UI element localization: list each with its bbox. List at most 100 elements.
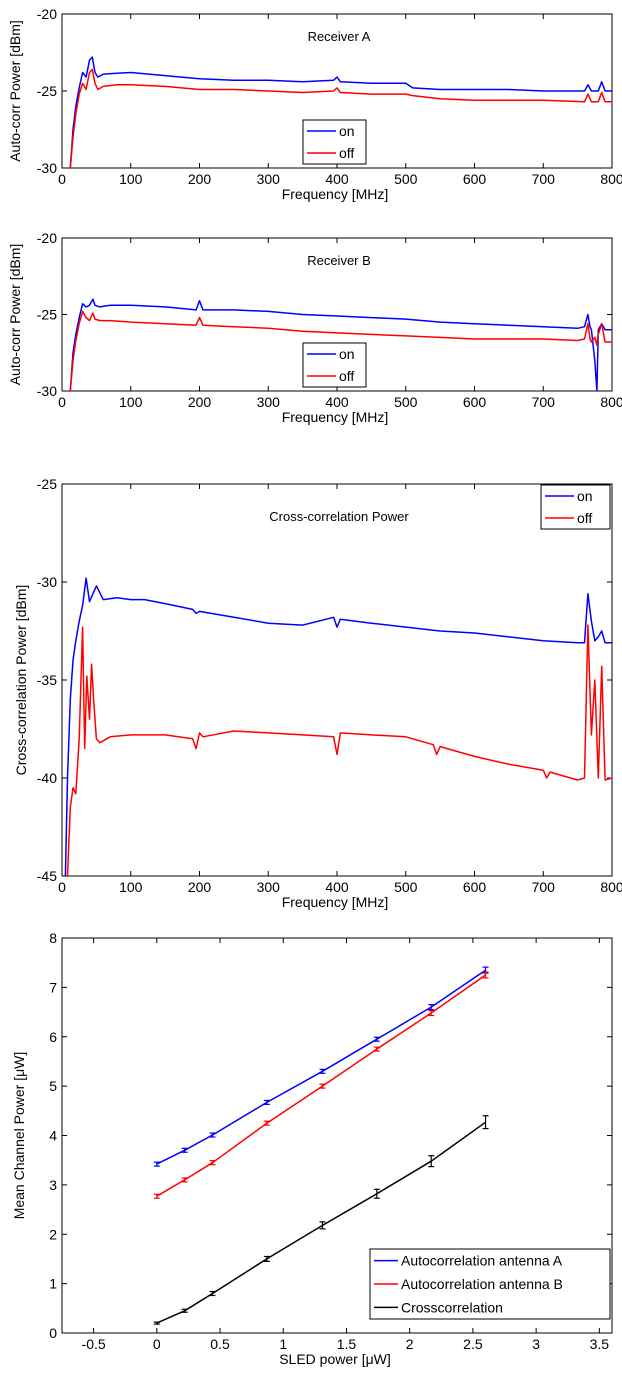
series-group	[153, 966, 489, 1325]
y-tick-label: 2	[49, 1226, 57, 1242]
x-tick-label: 300	[257, 879, 281, 895]
legend-label-2: off	[339, 145, 354, 161]
x-tick-label: 100	[119, 394, 143, 410]
x-tick-label: 200	[188, 879, 212, 895]
y-tick-label: -45	[37, 868, 57, 884]
y-tick-label: -30	[37, 160, 57, 176]
x-tick-label: 600	[463, 879, 487, 895]
series-line-1	[156, 969, 487, 1165]
x-axis-label: SLED power [μW]	[279, 1351, 391, 1367]
y-tick-label: -25	[37, 307, 57, 323]
legend: on off	[302, 342, 367, 388]
x-tick-label: 3.5	[590, 1336, 610, 1352]
x-tick-label: 600	[463, 171, 487, 187]
x-tick-label: 700	[532, 394, 556, 410]
chart-4: -0.5 0 0.5 1 1.5 2 2.5 3 3.5 0 1 2 3 4 5 6 7 8 SLED power …	[11, 930, 613, 1367]
legend: Autocorrelation antenna A Autocorrelation…	[369, 1248, 611, 1320]
x-tick-label: 800	[600, 879, 622, 895]
y-tick-label: -25	[37, 83, 57, 99]
x-tick-label: 0.5	[210, 1336, 230, 1352]
x-tick-label: 100	[119, 879, 143, 895]
series-line-1	[69, 56, 612, 168]
x-tick-label: 0	[58, 879, 66, 895]
x-tick-label: 500	[394, 171, 418, 187]
x-tick-label: 200	[188, 394, 212, 410]
legend-label-1: Autocorrelation antenna A	[401, 1253, 563, 1269]
legend-label-1: on	[339, 346, 355, 362]
y-tick-label: 1	[49, 1276, 57, 1292]
x-tick-label: 300	[257, 171, 281, 187]
y-tick-label: -25	[37, 476, 57, 492]
x-tick-label: -0.5	[82, 1336, 106, 1352]
legend-box	[302, 342, 367, 388]
x-tick-label: 1.5	[337, 1336, 357, 1352]
y-axis-label: Auto-corr Power [dBm]	[7, 20, 23, 162]
series-line-2	[156, 974, 487, 1197]
legend-box	[369, 1248, 611, 1320]
series-line-2	[69, 310, 612, 391]
series-line-1	[69, 298, 612, 391]
legend-box	[540, 484, 611, 530]
x-tick-label: 700	[532, 171, 556, 187]
y-tick-label: -30	[37, 574, 57, 590]
x-tick-label: 100	[119, 171, 143, 187]
x-axis-label: Frequency [MHz]	[282, 409, 389, 425]
chart-title: Receiver B	[307, 253, 371, 268]
legend-label-2: off	[577, 510, 592, 526]
y-tick-label: -35	[37, 672, 57, 688]
x-tick-label: 2	[406, 1336, 414, 1352]
y-axis-label: Auto-corr Power [dBm]	[7, 244, 23, 386]
legend-box	[302, 119, 367, 165]
x-tick-label: 600	[463, 394, 487, 410]
series-line-2	[69, 68, 612, 168]
x-tick-label: 200	[188, 171, 212, 187]
series-line-3	[156, 1121, 487, 1324]
x-tick-label: 0	[153, 1336, 161, 1352]
chart-title: Receiver A	[308, 29, 371, 44]
series-group	[64, 577, 612, 876]
x-tick-label: 500	[394, 394, 418, 410]
x-tick-label: 400	[325, 394, 349, 410]
y-tick-label: -40	[37, 770, 57, 786]
x-axis-label: Frequency [MHz]	[282, 894, 389, 910]
chart-3: 0 100 200 300 400 500 600 700 800 -45 -40 -35 -30 -25…	[13, 476, 622, 910]
y-tick-label: 7	[49, 979, 57, 995]
legend: on off	[302, 119, 367, 165]
x-axis-label: Frequency [MHz]	[282, 186, 389, 202]
x-tick-label: 1	[279, 1336, 287, 1352]
x-tick-label: 800	[600, 171, 622, 187]
x-tick-label: 0	[58, 394, 66, 410]
y-tick-label: 4	[49, 1128, 57, 1144]
x-tick-label: 2.5	[463, 1336, 483, 1352]
y-tick-label: -20	[37, 6, 57, 22]
y-tick-label: 3	[49, 1177, 57, 1193]
chart-2: 0 100 200 300 400 500 600 700 800 -30 -25 -20 Freque…	[7, 230, 622, 425]
x-tick-label: 400	[325, 171, 349, 187]
x-tick-label: 800	[600, 394, 622, 410]
legend-label-2: Autocorrelation antenna B	[401, 1276, 563, 1292]
legend-label-3: Crosscorrelation	[401, 1299, 503, 1315]
y-tick-label: 8	[49, 930, 57, 946]
series-group	[69, 298, 612, 391]
x-tick-label: 400	[325, 879, 349, 895]
y-tick-label: -30	[37, 383, 57, 399]
x-tick-label: 500	[394, 879, 418, 895]
legend-label-2: off	[339, 368, 354, 384]
series-line-2	[66, 624, 612, 876]
legend-label-1: on	[339, 123, 355, 139]
series-group	[69, 56, 612, 168]
y-tick-label: 6	[49, 1029, 57, 1045]
series-line-1	[64, 577, 612, 876]
plot-area	[61, 483, 613, 877]
legend-label-1: on	[577, 488, 593, 504]
x-tick-label: 700	[532, 879, 556, 895]
legend: on off	[540, 484, 611, 530]
y-tick-label: 5	[49, 1078, 57, 1094]
x-tick-label: 300	[257, 394, 281, 410]
y-tick-label: -20	[37, 230, 57, 246]
x-tick-label: 3	[532, 1336, 540, 1352]
y-axis-label: Cross-correlation Power [dBm]	[13, 585, 29, 776]
chart-title: Cross-correlation Power	[269, 509, 409, 524]
x-tick-label: 0	[58, 171, 66, 187]
